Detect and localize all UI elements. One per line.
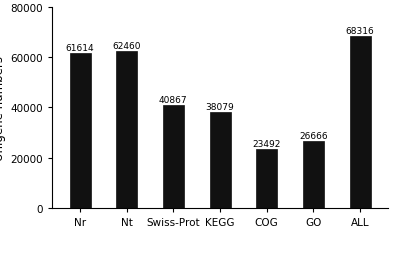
Text: 23492: 23492: [252, 139, 281, 148]
Text: 26666: 26666: [299, 131, 328, 140]
Y-axis label: Unigene numbers: Unigene numbers: [0, 56, 6, 160]
Bar: [303, 141, 324, 208]
Bar: [256, 149, 277, 208]
Bar: [350, 37, 370, 208]
Text: 62460: 62460: [112, 41, 141, 50]
Text: 61614: 61614: [66, 43, 94, 53]
Text: 68316: 68316: [346, 27, 374, 36]
Text: 40867: 40867: [159, 96, 188, 105]
Bar: [116, 52, 137, 208]
Bar: [210, 113, 230, 208]
Bar: [163, 106, 184, 208]
Bar: [70, 54, 90, 208]
Text: 38079: 38079: [206, 103, 234, 112]
